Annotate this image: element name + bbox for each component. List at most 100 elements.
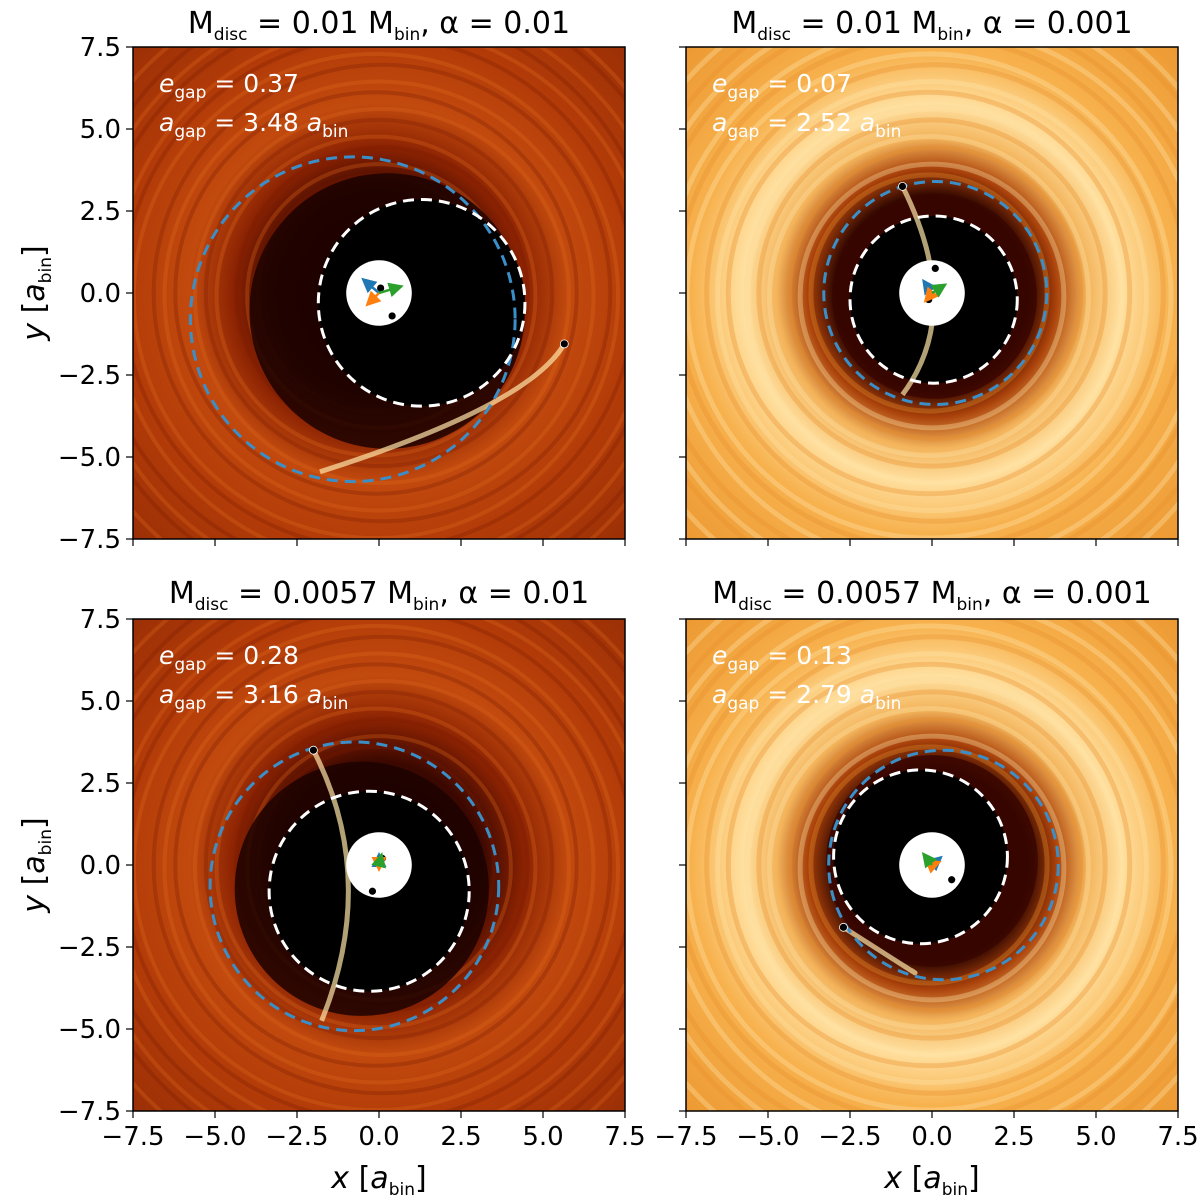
eccentricity-vector bbox=[921, 852, 938, 869]
disc-ring bbox=[756, 117, 1108, 469]
disc-ring bbox=[193, 107, 571, 485]
xlabel-left: x [abin] bbox=[330, 1161, 426, 1200]
disc-ring bbox=[203, 117, 555, 469]
eccentricity-vector bbox=[371, 852, 386, 869]
eccentricity-vector bbox=[365, 290, 382, 307]
y-tick-label: 7.5 bbox=[80, 605, 121, 635]
disc-ring bbox=[767, 706, 1091, 1030]
y-tick-label: −2.5 bbox=[58, 933, 121, 963]
disc-ring bbox=[133, 624, 620, 1111]
binary-star-point bbox=[368, 887, 377, 895]
disc-ring bbox=[714, 650, 1150, 1086]
x-tick-label: −2.5 bbox=[818, 1122, 881, 1152]
a-gap-value: 2.52 bbox=[796, 108, 860, 137]
panel-title: Mdisc = 0.0057 Mbin, α = 0.001 bbox=[712, 576, 1151, 615]
disc-ring bbox=[756, 689, 1108, 1041]
disc-ring bbox=[704, 634, 1166, 1096]
y-tick-label: 5.0 bbox=[80, 687, 121, 717]
disc-ring bbox=[193, 679, 571, 1057]
e-gap-annotation: egap = 0.28 bbox=[159, 641, 299, 675]
orbit-ellipse bbox=[188, 155, 517, 484]
panel-title: Mdisc = 0.01 Mbin, α = 0.01 bbox=[188, 6, 570, 45]
disc-ring bbox=[162, 651, 596, 1085]
disc-ring bbox=[786, 716, 1084, 1014]
cavity bbox=[318, 199, 525, 407]
binary-star-point bbox=[948, 876, 956, 884]
disc-ring bbox=[151, 62, 613, 524]
y-tick-label: −5.0 bbox=[58, 1015, 121, 1045]
e-gap-value: 0.07 bbox=[796, 69, 852, 98]
disc-ring bbox=[162, 79, 596, 513]
x-tick-label: −7.5 bbox=[101, 1122, 164, 1152]
disc-ring bbox=[745, 106, 1125, 486]
planet-point bbox=[839, 922, 848, 932]
x-tick-label: 5.0 bbox=[522, 1122, 563, 1152]
disc-ring bbox=[808, 744, 1050, 986]
ylabel-top: y [abin] bbox=[17, 245, 56, 341]
binary-star-point bbox=[388, 312, 396, 320]
y-tick-label: 0.0 bbox=[80, 851, 121, 881]
disc-ring bbox=[704, 62, 1166, 524]
binary-star-point bbox=[931, 264, 939, 272]
panel-bottom-right: Mdisc = 0.0057 Mbin, α = 0.001 egap = 0.… bbox=[654, 576, 1198, 1152]
panel-top-right: Mdisc = 0.01 Mbin, α = 0.001 egap = 0.07… bbox=[679, 6, 1179, 546]
e-gap-value: 0.13 bbox=[796, 641, 852, 670]
x-tick-label: 0.0 bbox=[911, 1122, 952, 1152]
x-tick-label: 5.0 bbox=[1075, 1122, 1116, 1152]
spiral-arm bbox=[319, 342, 567, 475]
y-tick-label: 7.5 bbox=[80, 33, 121, 63]
a-gap-value: 3.48 bbox=[243, 108, 307, 137]
e-gap-value: 0.28 bbox=[243, 641, 299, 670]
y-tick-label: −7.5 bbox=[58, 525, 121, 555]
panel-title: Mdisc = 0.0057 Mbin, α = 0.01 bbox=[169, 576, 589, 615]
disc-ring bbox=[203, 689, 555, 1041]
density-map bbox=[686, 619, 1178, 1111]
disc-ring bbox=[797, 733, 1067, 1003]
eccentricity-vector bbox=[930, 283, 948, 298]
planet-point bbox=[898, 181, 907, 191]
xlabel-right: x [abin] bbox=[883, 1161, 979, 1200]
x-tick-label: −2.5 bbox=[265, 1122, 328, 1152]
disc-ring bbox=[745, 678, 1125, 1058]
x-tick-label: 0.0 bbox=[358, 1122, 399, 1152]
panel-top-left: Mdisc = 0.01 Mbin, α = 0.01 egap = 0.37 a… bbox=[58, 6, 626, 555]
x-tick-label: 7.5 bbox=[1157, 1122, 1198, 1152]
planet-point bbox=[559, 339, 569, 349]
disc-ring bbox=[686, 623, 1174, 1111]
density-map bbox=[133, 619, 625, 1111]
y-tick-label: −7.5 bbox=[58, 1097, 121, 1127]
a-gap-value: 2.79 bbox=[796, 680, 860, 709]
e-gap-annotation: egap = 0.07 bbox=[712, 69, 852, 103]
disc-ring bbox=[214, 706, 538, 1030]
y-tick-label: 2.5 bbox=[80, 769, 121, 799]
disc-ring bbox=[151, 634, 613, 1096]
disc-ring bbox=[808, 172, 1050, 414]
disc-ring bbox=[725, 89, 1133, 497]
y-tick-label: −2.5 bbox=[58, 361, 121, 391]
e-gap-annotation: egap = 0.13 bbox=[712, 641, 852, 675]
cavity-ellipse bbox=[267, 789, 471, 993]
cavity-ellipse bbox=[848, 214, 1019, 385]
a-gap-annotation: agap = 2.79 abin bbox=[712, 680, 901, 714]
cavity-ellipse bbox=[316, 198, 527, 408]
density-map bbox=[133, 47, 625, 539]
y-tick-label: 0.0 bbox=[80, 279, 121, 309]
orbit-ellipse bbox=[827, 748, 1060, 982]
disc-ring bbox=[133, 52, 620, 539]
density-map bbox=[686, 47, 1178, 539]
planet-point bbox=[308, 745, 318, 755]
disc-ring bbox=[725, 661, 1133, 1069]
disc-ring bbox=[173, 90, 579, 496]
x-tick-label: −7.5 bbox=[654, 1122, 717, 1152]
a-gap-annotation: agap = 2.52 abin bbox=[712, 108, 901, 142]
y-tick-label: −5.0 bbox=[58, 443, 121, 473]
cavity-ellipse bbox=[832, 768, 1009, 946]
disc-ring bbox=[767, 134, 1091, 458]
disc-ring bbox=[786, 144, 1084, 442]
e-gap-value: 0.37 bbox=[243, 69, 299, 98]
x-tick-label: −5.0 bbox=[736, 1122, 799, 1152]
a-gap-annotation: agap = 3.16 abin bbox=[159, 680, 348, 714]
x-tick-label: 7.5 bbox=[604, 1122, 645, 1152]
disc-ring bbox=[686, 51, 1174, 539]
